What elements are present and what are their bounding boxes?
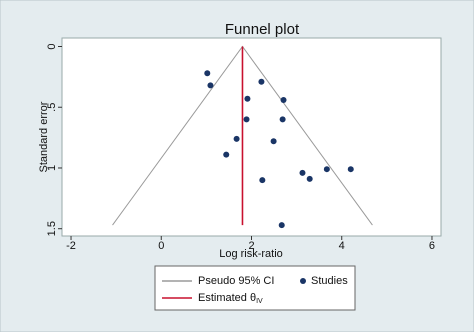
legend-box — [154, 265, 356, 311]
study-point — [244, 95, 251, 102]
study-point — [223, 151, 230, 158]
y-tick-label: 0 — [46, 43, 58, 49]
study-point — [243, 116, 250, 123]
x-tick-label: 4 — [339, 240, 345, 252]
study-point — [323, 166, 330, 173]
study-point — [259, 177, 266, 184]
study-point — [280, 96, 287, 103]
x-tick-label: -2 — [66, 240, 76, 252]
study-point — [347, 166, 354, 173]
x-tick-label: 0 — [158, 240, 164, 252]
study-point — [207, 82, 214, 89]
y-tick-label: .5 — [46, 103, 58, 112]
chart-title: Funnel plot — [225, 21, 300, 38]
y-tick-label: 1 — [46, 165, 58, 171]
legend-text: Estimated θ — [198, 292, 256, 304]
study-point — [278, 222, 285, 229]
study-point — [279, 116, 286, 123]
legend-label: Studies — [311, 275, 348, 287]
study-point — [306, 175, 313, 182]
study-point — [299, 169, 306, 176]
y-tick-label: 1.5 — [46, 221, 58, 236]
x-tick-label: 6 — [429, 240, 435, 252]
legend-subscript: IV — [256, 298, 263, 305]
study-point — [258, 78, 265, 85]
x-tick-label: 2 — [248, 240, 254, 252]
legend-label: Estimated θIV — [198, 292, 263, 305]
plot-region — [61, 37, 442, 237]
y-axis-label: Standard error — [38, 101, 50, 172]
x-axis-label: Log risk-ratio — [219, 248, 283, 260]
legend-label: Pseudo 95% CI — [198, 275, 274, 287]
study-point — [204, 70, 211, 77]
legend-text: Studies — [311, 275, 348, 287]
legend-key — [300, 278, 306, 284]
study-point — [270, 138, 277, 145]
study-point — [233, 135, 240, 142]
legend-text: Pseudo 95% CI — [198, 275, 274, 287]
